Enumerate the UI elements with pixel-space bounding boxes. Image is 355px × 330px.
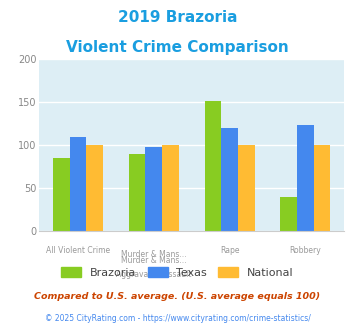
Bar: [146, 147, 162, 231]
Bar: [86, 145, 103, 231]
Bar: [297, 125, 314, 231]
Bar: [314, 145, 331, 231]
Text: Aggravated Assault: Aggravated Assault: [116, 270, 192, 279]
Bar: [53, 158, 70, 231]
Text: Murder & Mans...: Murder & Mans...: [121, 256, 186, 265]
Text: Robbery: Robbery: [290, 246, 321, 255]
Bar: [204, 101, 221, 231]
Bar: [221, 128, 238, 231]
Text: Violent Crime Comparison: Violent Crime Comparison: [66, 40, 289, 54]
Text: Compared to U.S. average. (U.S. average equals 100): Compared to U.S. average. (U.S. average …: [34, 292, 321, 301]
Text: 2019 Brazoria: 2019 Brazoria: [118, 10, 237, 25]
Bar: [238, 145, 255, 231]
Text: All Violent Crime: All Violent Crime: [46, 246, 110, 255]
Bar: [162, 145, 179, 231]
Legend: Brazoria, Texas, National: Brazoria, Texas, National: [57, 263, 298, 282]
Text: © 2025 CityRating.com - https://www.cityrating.com/crime-statistics/: © 2025 CityRating.com - https://www.city…: [45, 314, 310, 323]
Text: Murder & Mans...: Murder & Mans...: [121, 250, 186, 259]
Bar: [129, 154, 146, 231]
Bar: [70, 137, 86, 231]
Text: Rape: Rape: [220, 246, 239, 255]
Bar: [280, 197, 297, 231]
